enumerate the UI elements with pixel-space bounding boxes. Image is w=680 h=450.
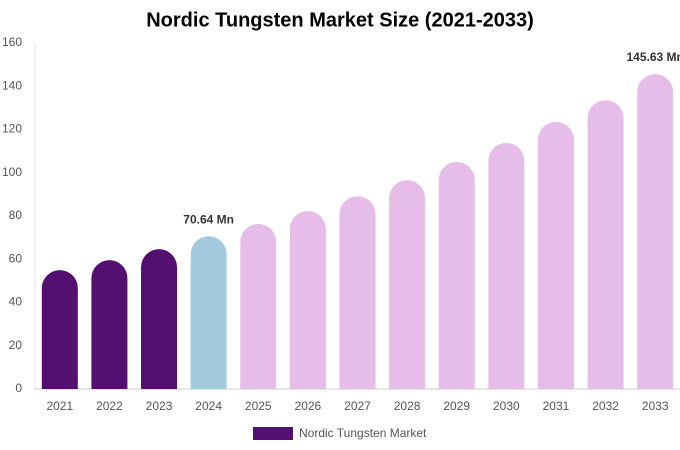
chart-title: Nordic Tungsten Market Size (2021-2033) [146, 9, 534, 31]
value-label: 70.64 Mn [183, 212, 234, 226]
x-tick-label: 2033 [642, 399, 669, 413]
legend-swatch [253, 427, 293, 440]
y-tick-label: 60 [9, 251, 23, 265]
bar [637, 74, 674, 389]
x-tick-label: 2023 [146, 399, 173, 413]
x-tick-label: 2027 [344, 399, 371, 413]
bar [389, 180, 426, 389]
y-tick-label: 120 [2, 122, 22, 136]
bar [488, 142, 525, 389]
bar [141, 249, 178, 389]
y-tick-label: 140 [2, 78, 22, 92]
y-tick-label: 80 [9, 208, 23, 222]
x-tick-label: 2031 [543, 399, 570, 413]
y-tick-label: 0 [15, 381, 22, 395]
bar [438, 161, 475, 389]
x-tick-label: 2032 [592, 399, 619, 413]
bar [339, 196, 376, 389]
legend-label: Nordic Tungsten Market [299, 426, 427, 440]
x-tick-label: 2028 [394, 399, 421, 413]
x-tick-label: 2030 [493, 399, 520, 413]
x-tick-label: 2026 [295, 399, 322, 413]
bar [190, 236, 227, 389]
bar [41, 270, 78, 389]
bar [91, 260, 128, 389]
x-tick-label: 2029 [443, 399, 470, 413]
y-tick-label: 20 [9, 338, 23, 352]
value-label: 145.63 Mn [627, 50, 680, 64]
bar [537, 121, 574, 389]
bar [289, 211, 326, 389]
y-tick-label: 160 [2, 35, 22, 49]
bar [587, 100, 624, 389]
x-tick-label: 2024 [195, 399, 222, 413]
x-tick-label: 2021 [46, 399, 73, 413]
x-tick-label: 2022 [96, 399, 123, 413]
y-tick-label: 40 [9, 295, 23, 309]
x-tick-label: 2025 [245, 399, 272, 413]
bar [240, 224, 277, 389]
y-tick-label: 100 [2, 165, 22, 179]
